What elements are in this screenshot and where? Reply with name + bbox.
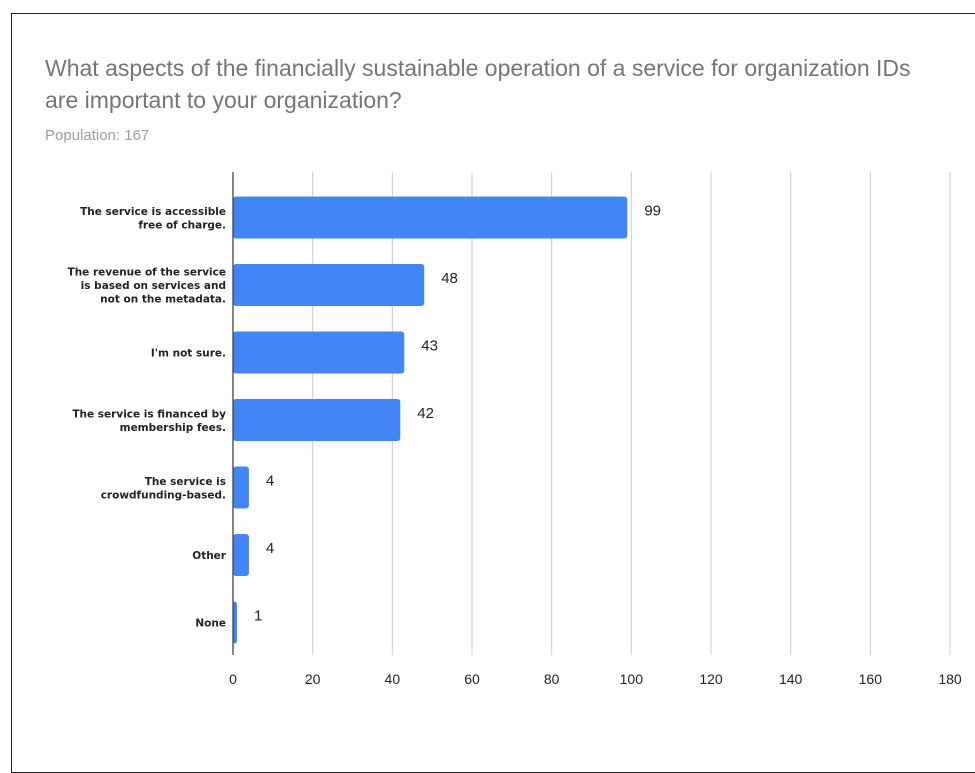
value-label: 43 bbox=[421, 338, 438, 355]
category-label: I'm not sure. bbox=[151, 348, 226, 360]
x-tick-label: 60 bbox=[464, 671, 480, 687]
value-label: 99 bbox=[644, 203, 661, 220]
bar bbox=[233, 534, 249, 576]
x-tick-label: 80 bbox=[544, 671, 560, 687]
gridlines bbox=[312, 172, 951, 655]
x-tick-label: 40 bbox=[385, 671, 401, 687]
x-tick-label: 20 bbox=[305, 671, 321, 687]
category-label: The service is accessible free of charge. bbox=[80, 206, 226, 232]
value-label: 42 bbox=[417, 405, 434, 422]
chart-frame bbox=[11, 13, 975, 773]
value-label: 1 bbox=[254, 608, 262, 625]
bar bbox=[233, 466, 249, 509]
bar-chart: The service is accessible free of charge.… bbox=[68, 172, 962, 687]
x-tick-labels: 0 20 40 60 80 100 120 140 160 180 bbox=[229, 671, 962, 687]
x-tick-label: 180 bbox=[938, 671, 962, 687]
x-tick-label: 0 bbox=[229, 671, 237, 687]
x-tick-label: 160 bbox=[859, 671, 883, 687]
chart-title: What aspects of the financially sustaina… bbox=[45, 55, 911, 113]
category-label: None bbox=[195, 618, 226, 630]
x-tick-label: 120 bbox=[699, 671, 723, 687]
bar bbox=[233, 601, 237, 644]
chart-subtitle: Population: 167 bbox=[45, 127, 150, 144]
bar bbox=[233, 196, 628, 239]
x-tick-label: 140 bbox=[779, 671, 803, 687]
bar bbox=[233, 264, 425, 306]
category-labels: The service is accessible free of charge.… bbox=[68, 206, 227, 630]
value-label: 4 bbox=[266, 473, 274, 490]
bars bbox=[233, 196, 628, 644]
value-label: 4 bbox=[266, 540, 274, 557]
x-tick-label: 100 bbox=[620, 671, 644, 687]
category-label: The service is financed by membership fee… bbox=[72, 408, 226, 434]
bar bbox=[233, 399, 401, 441]
category-label: The service is crowdfunding-based. bbox=[101, 476, 226, 502]
category-label: Other bbox=[192, 550, 227, 562]
value-label: 48 bbox=[441, 270, 458, 287]
category-label: The revenue of the service is based on se… bbox=[68, 267, 226, 306]
value-labels: 99 48 43 42 4 4 1 bbox=[254, 203, 661, 625]
bar bbox=[233, 331, 405, 374]
